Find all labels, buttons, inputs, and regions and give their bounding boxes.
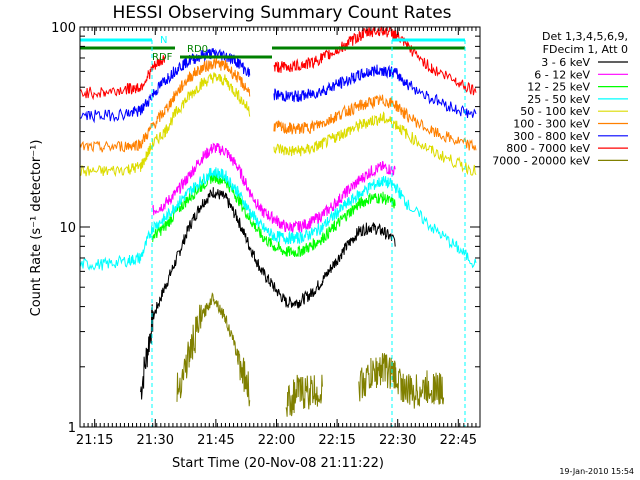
series-line	[140, 187, 396, 400]
y-tick-label: 100	[51, 21, 76, 36]
series-4	[79, 72, 477, 178]
y-tick-label: 10	[59, 221, 76, 236]
chart-title: HESSI Observing Summary Count Rates	[112, 3, 451, 23]
series-line	[79, 55, 166, 101]
series-7	[79, 26, 477, 101]
series-0	[140, 187, 396, 400]
series-line	[79, 167, 477, 271]
legend-entry-label: 7000 - 20000 keV	[492, 154, 590, 167]
legend-entry-label: 800 - 7000 keV	[506, 142, 590, 155]
x-tick-label: 22:30	[379, 433, 416, 448]
x-tick-label: 21:30	[137, 433, 174, 448]
legend-header-line-1: Det 1,3,4,5,6,9,	[542, 30, 628, 43]
series-layer	[79, 26, 477, 417]
series-5	[79, 57, 477, 153]
series-2	[152, 170, 396, 257]
footer-timestamp: 19-Jan-2010 15:54	[559, 467, 634, 476]
series-3	[79, 167, 477, 271]
legend-header-line-2: FDecim 1, Att 0	[543, 43, 628, 56]
legend-entry-label: 100 - 300 keV	[513, 118, 590, 131]
legend-entry-label: 25 - 50 keV	[527, 93, 590, 106]
flag-label: N	[160, 35, 167, 46]
series-line	[176, 292, 251, 407]
series-line	[273, 94, 477, 151]
series-1	[152, 142, 396, 234]
flag-layer: N RD0 RDF	[80, 35, 466, 427]
y-axis-label: Count Rate (s⁻¹ detector⁻¹)	[29, 140, 44, 317]
series-line	[273, 111, 477, 176]
series-line	[285, 374, 323, 417]
series-line	[358, 353, 445, 409]
series-8	[176, 292, 445, 417]
flag-label: RD0	[187, 44, 208, 55]
series-line	[273, 64, 477, 118]
x-tick-label: 22:00	[258, 433, 295, 448]
flag-label: RDF	[152, 52, 173, 63]
legend-entry-label: 3 - 6 keV	[541, 56, 590, 69]
axes-layer: 21:15 21:30 21:45 22:00 22:15 22:30 22:45 1 10 10…	[51, 21, 481, 448]
legend-entry-label: 50 - 100 keV	[520, 105, 590, 118]
series-line	[152, 170, 396, 257]
x-tick-label: 21:15	[76, 433, 113, 448]
series-line	[79, 57, 251, 153]
y-tick-label: 1	[68, 421, 76, 436]
x-tick-label: 22:45	[440, 433, 477, 448]
legend-entry-label: 300 - 800 keV	[513, 130, 590, 143]
series-line	[273, 26, 477, 96]
legend-entry-label: 6 - 12 keV	[534, 68, 590, 81]
series-line	[152, 142, 396, 234]
legend: Det 1,3,4,5,6,9, FDecim 1, Att 0 3 - 6 k…	[492, 30, 628, 167]
x-axis-label: Start Time (20-Nov-08 21:11:22)	[172, 456, 384, 471]
series-line	[79, 72, 251, 178]
x-tick-label: 22:15	[318, 433, 355, 448]
x-tick-label: 21:45	[197, 433, 234, 448]
legend-entry-label: 12 - 25 keV	[527, 81, 590, 94]
